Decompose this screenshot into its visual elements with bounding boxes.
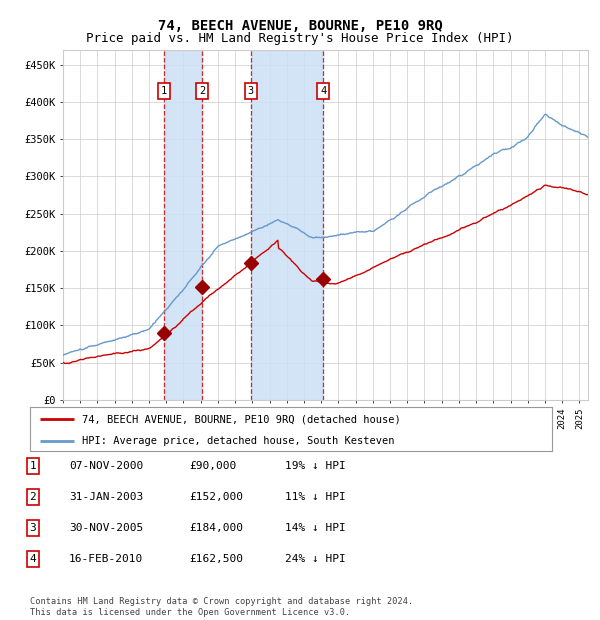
Text: 11% ↓ HPI: 11% ↓ HPI <box>285 492 346 502</box>
Text: 07-NOV-2000: 07-NOV-2000 <box>69 461 143 471</box>
Text: 4: 4 <box>29 554 37 564</box>
Text: 30-NOV-2005: 30-NOV-2005 <box>69 523 143 533</box>
Bar <box>251 50 323 400</box>
Text: 3: 3 <box>248 86 254 95</box>
Text: 24% ↓ HPI: 24% ↓ HPI <box>285 554 346 564</box>
Text: Contains HM Land Registry data © Crown copyright and database right 2024.
This d: Contains HM Land Registry data © Crown c… <box>30 598 413 617</box>
Text: £90,000: £90,000 <box>189 461 236 471</box>
Text: 1: 1 <box>29 461 37 471</box>
Text: 14% ↓ HPI: 14% ↓ HPI <box>285 523 346 533</box>
Text: 4: 4 <box>320 86 326 95</box>
Text: 3: 3 <box>29 523 37 533</box>
Text: HPI: Average price, detached house, South Kesteven: HPI: Average price, detached house, Sout… <box>82 436 395 446</box>
Text: 2: 2 <box>199 86 205 95</box>
Text: £162,500: £162,500 <box>189 554 243 564</box>
Text: 74, BEECH AVENUE, BOURNE, PE10 9RQ (detached house): 74, BEECH AVENUE, BOURNE, PE10 9RQ (deta… <box>82 414 401 424</box>
Text: Price paid vs. HM Land Registry's House Price Index (HPI): Price paid vs. HM Land Registry's House … <box>86 32 514 45</box>
Text: 16-FEB-2010: 16-FEB-2010 <box>69 554 143 564</box>
Text: £184,000: £184,000 <box>189 523 243 533</box>
Text: 1: 1 <box>161 86 167 95</box>
Text: £152,000: £152,000 <box>189 492 243 502</box>
Text: 19% ↓ HPI: 19% ↓ HPI <box>285 461 346 471</box>
Bar <box>164 50 202 400</box>
Text: 74, BEECH AVENUE, BOURNE, PE10 9RQ: 74, BEECH AVENUE, BOURNE, PE10 9RQ <box>158 19 442 33</box>
Text: 2: 2 <box>29 492 37 502</box>
Text: 31-JAN-2003: 31-JAN-2003 <box>69 492 143 502</box>
